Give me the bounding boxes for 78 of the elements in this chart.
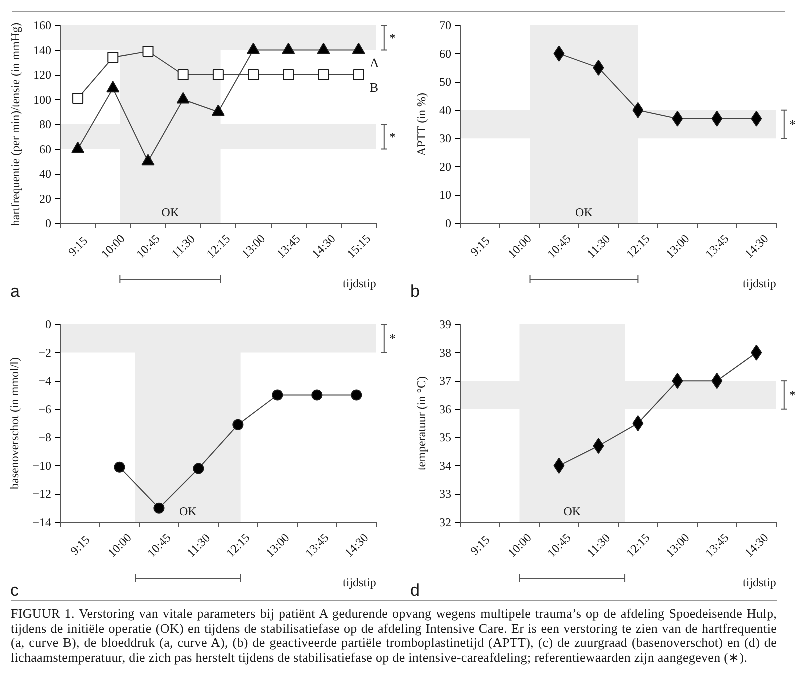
y-tick-label: −10 <box>32 458 52 473</box>
series-label: A <box>370 55 380 70</box>
y-tick-label: 140 <box>34 43 52 58</box>
point <box>632 416 644 432</box>
band-label: OK <box>180 504 198 518</box>
point <box>212 70 224 80</box>
text: c <box>10 581 20 600</box>
y-tick-label: −14 <box>32 516 52 530</box>
x-axis-title: tijdstip <box>743 276 776 290</box>
y-axis-title: APTT (in %) <box>414 93 428 156</box>
x-axis-title: tijdstip <box>343 576 376 590</box>
y-tick-label: 10 <box>440 188 452 202</box>
y-tick-label: −4 <box>38 374 52 388</box>
y-tick-label: 0 <box>46 216 52 230</box>
y-tick-label: 60 <box>440 46 452 61</box>
point <box>142 154 155 166</box>
band-label: OK <box>564 504 582 518</box>
point <box>272 390 284 401</box>
y-tick-label: 30 <box>440 132 452 146</box>
y-tick-label: 50 <box>440 75 452 90</box>
point <box>106 81 120 93</box>
x-tick-label: 9:15 <box>66 234 91 259</box>
text: FIGUUR 1. Verstoring van vitale parameters bij patiënt A gedurende opvang wegens multipele trauma’s op de afdeling Spoedeisende Hulp, tijdens de initiële operatie (OK) en tijdens de stabilisatiefase op de afdeling Intensive Care. Er is een verstoring te zien van de hartfrequentie (a, curve B), de bloeddruk (a, curve A), (b) de geactiveerde partiële tromboplastinetijd (APTT), (c) de zuurgraad (basenoverschot) en (d) de lichaamstemperatuur, die zich pas herstelt tijdens de stabilisatiefase op de intensive-careafdeling; referentiewaarden zijn aangegeven (∗). <box>11 606 777 666</box>
x-axis-title: tijdstip <box>343 276 376 290</box>
y-tick-label: 160 <box>34 18 52 32</box>
y-tick-label: 0 <box>446 216 452 230</box>
x-tick-label: 9:15 <box>468 234 493 259</box>
band-label: * <box>389 331 396 346</box>
y-tick-label: −8 <box>38 430 52 445</box>
point <box>351 390 362 401</box>
point <box>176 92 190 104</box>
x-tick-label: 9:15 <box>468 533 493 558</box>
point <box>154 502 165 514</box>
point <box>312 390 323 401</box>
y-tick-label: 38 <box>440 346 452 360</box>
y-tick-label: 20 <box>40 192 52 206</box>
y-tick-label: 37 <box>440 374 452 388</box>
x-tick-label: 9:15 <box>68 533 93 558</box>
y-tick-label: 0 <box>46 318 52 332</box>
point <box>232 419 244 430</box>
point <box>178 70 189 80</box>
point <box>212 104 225 116</box>
y-axis-title: hartfrequentie (per min)/tensie (in mmHg) <box>8 22 22 226</box>
band-label: * <box>789 388 796 403</box>
y-tick-label: 70 <box>440 18 452 32</box>
point <box>72 142 85 154</box>
y-axis-title: basenoverschot (in mmol/l) <box>8 358 22 490</box>
y-tick-label: 120 <box>34 68 52 82</box>
y-tick-label: −2 <box>38 346 52 360</box>
text: b <box>410 282 420 301</box>
y-axis-title: temperatuur (in °C) <box>414 376 428 471</box>
y-tick-label: 34 <box>440 458 452 473</box>
y-tick-label: 33 <box>440 487 452 502</box>
y-tick-label: 35 <box>440 430 452 445</box>
band-label: OK <box>576 206 594 220</box>
point <box>114 462 126 473</box>
y-tick-label: 39 <box>440 318 452 332</box>
y-tick-label: 100 <box>34 92 52 107</box>
band-label: * <box>789 117 796 132</box>
y-tick-label: −12 <box>32 487 52 502</box>
y-tick-label: 80 <box>40 118 52 132</box>
y-tick-label: −6 <box>38 402 52 416</box>
y-tick-label: 32 <box>440 516 452 530</box>
y-tick-label: 20 <box>440 160 452 174</box>
band-label: OK <box>162 206 180 220</box>
y-tick-label: 40 <box>40 167 52 181</box>
y-tick-label: 36 <box>440 402 452 416</box>
series-label: B <box>370 80 379 95</box>
band-label: * <box>389 30 396 46</box>
text: a <box>10 282 20 301</box>
y-tick-label: 60 <box>40 142 52 156</box>
text: d <box>410 581 420 600</box>
point <box>142 46 154 57</box>
point <box>108 52 119 64</box>
band-label: * <box>389 129 396 144</box>
y-tick-label: 40 <box>440 103 452 118</box>
x-axis-title: tijdstip <box>743 576 776 590</box>
point <box>193 463 204 474</box>
